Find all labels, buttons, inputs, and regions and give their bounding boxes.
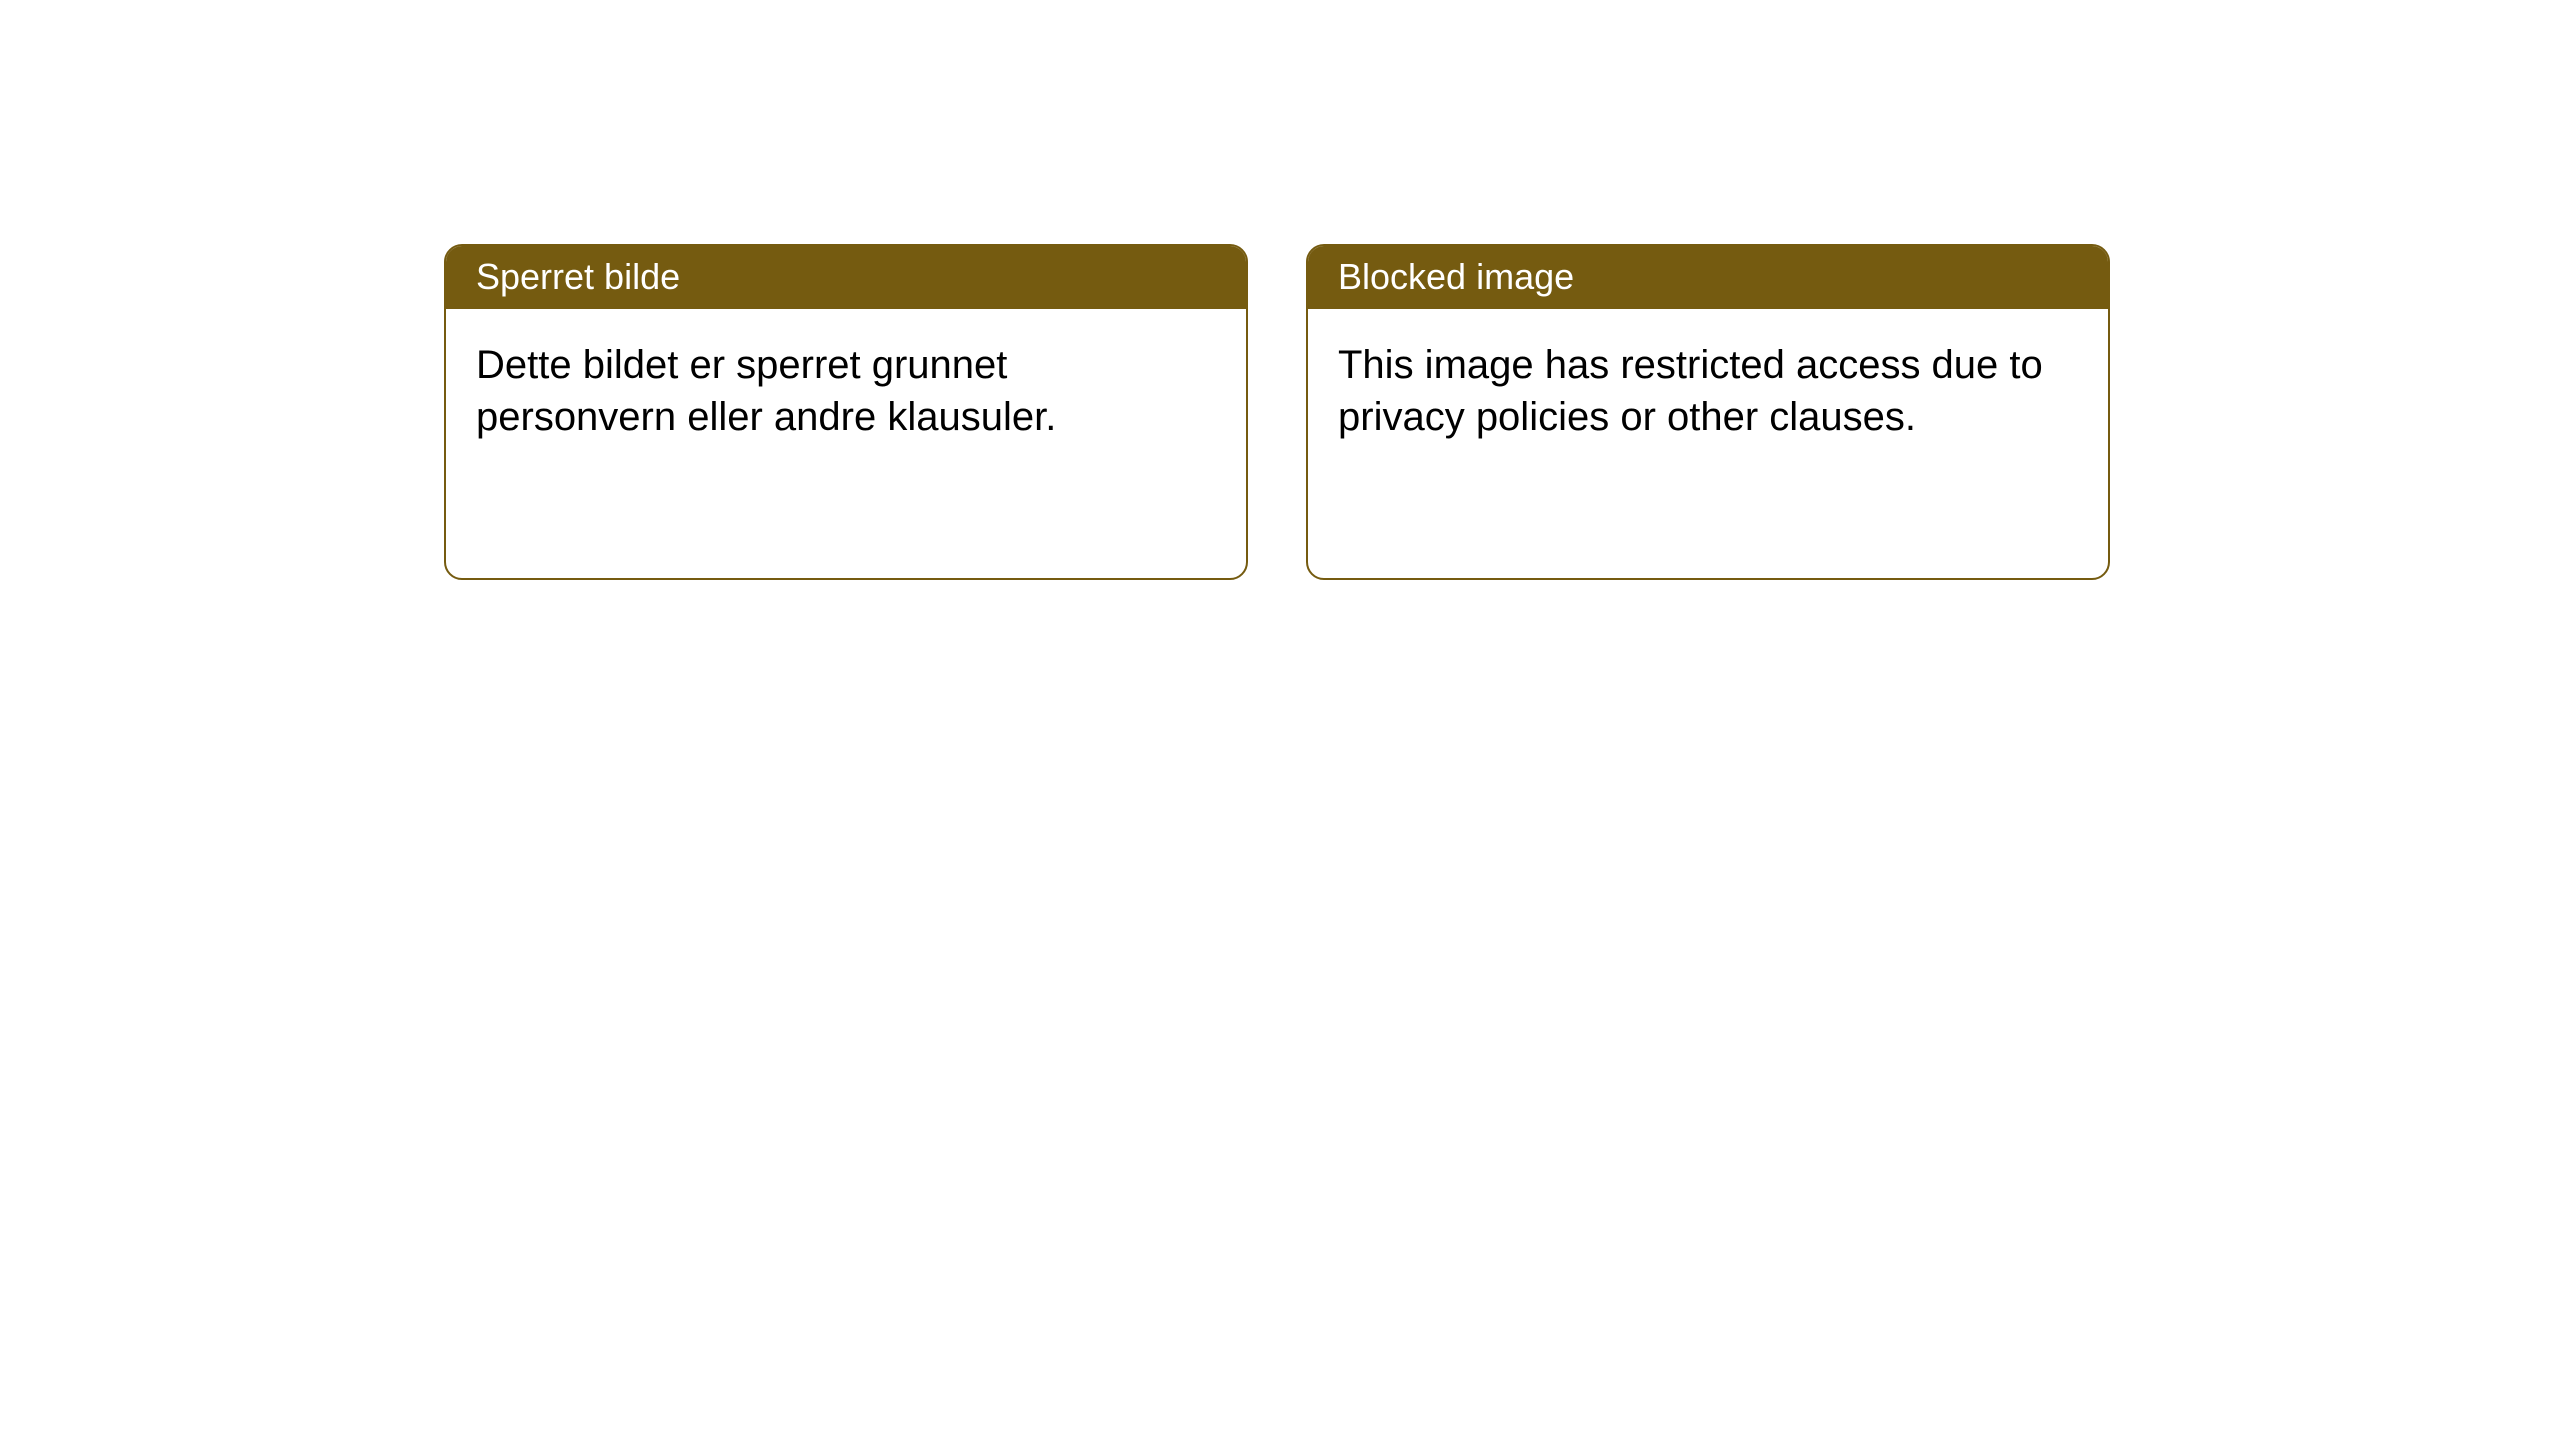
card-body-english: This image has restricted access due to … — [1308, 309, 2108, 443]
card-norwegian: Sperret bilde Dette bildet er sperret gr… — [444, 244, 1248, 580]
card-english: Blocked image This image has restricted … — [1306, 244, 2110, 580]
card-body-norwegian: Dette bildet er sperret grunnet personve… — [446, 309, 1246, 443]
card-title-english: Blocked image — [1308, 246, 2108, 309]
card-title-norwegian: Sperret bilde — [446, 246, 1246, 309]
blocked-image-cards: Sperret bilde Dette bildet er sperret gr… — [444, 244, 2110, 580]
